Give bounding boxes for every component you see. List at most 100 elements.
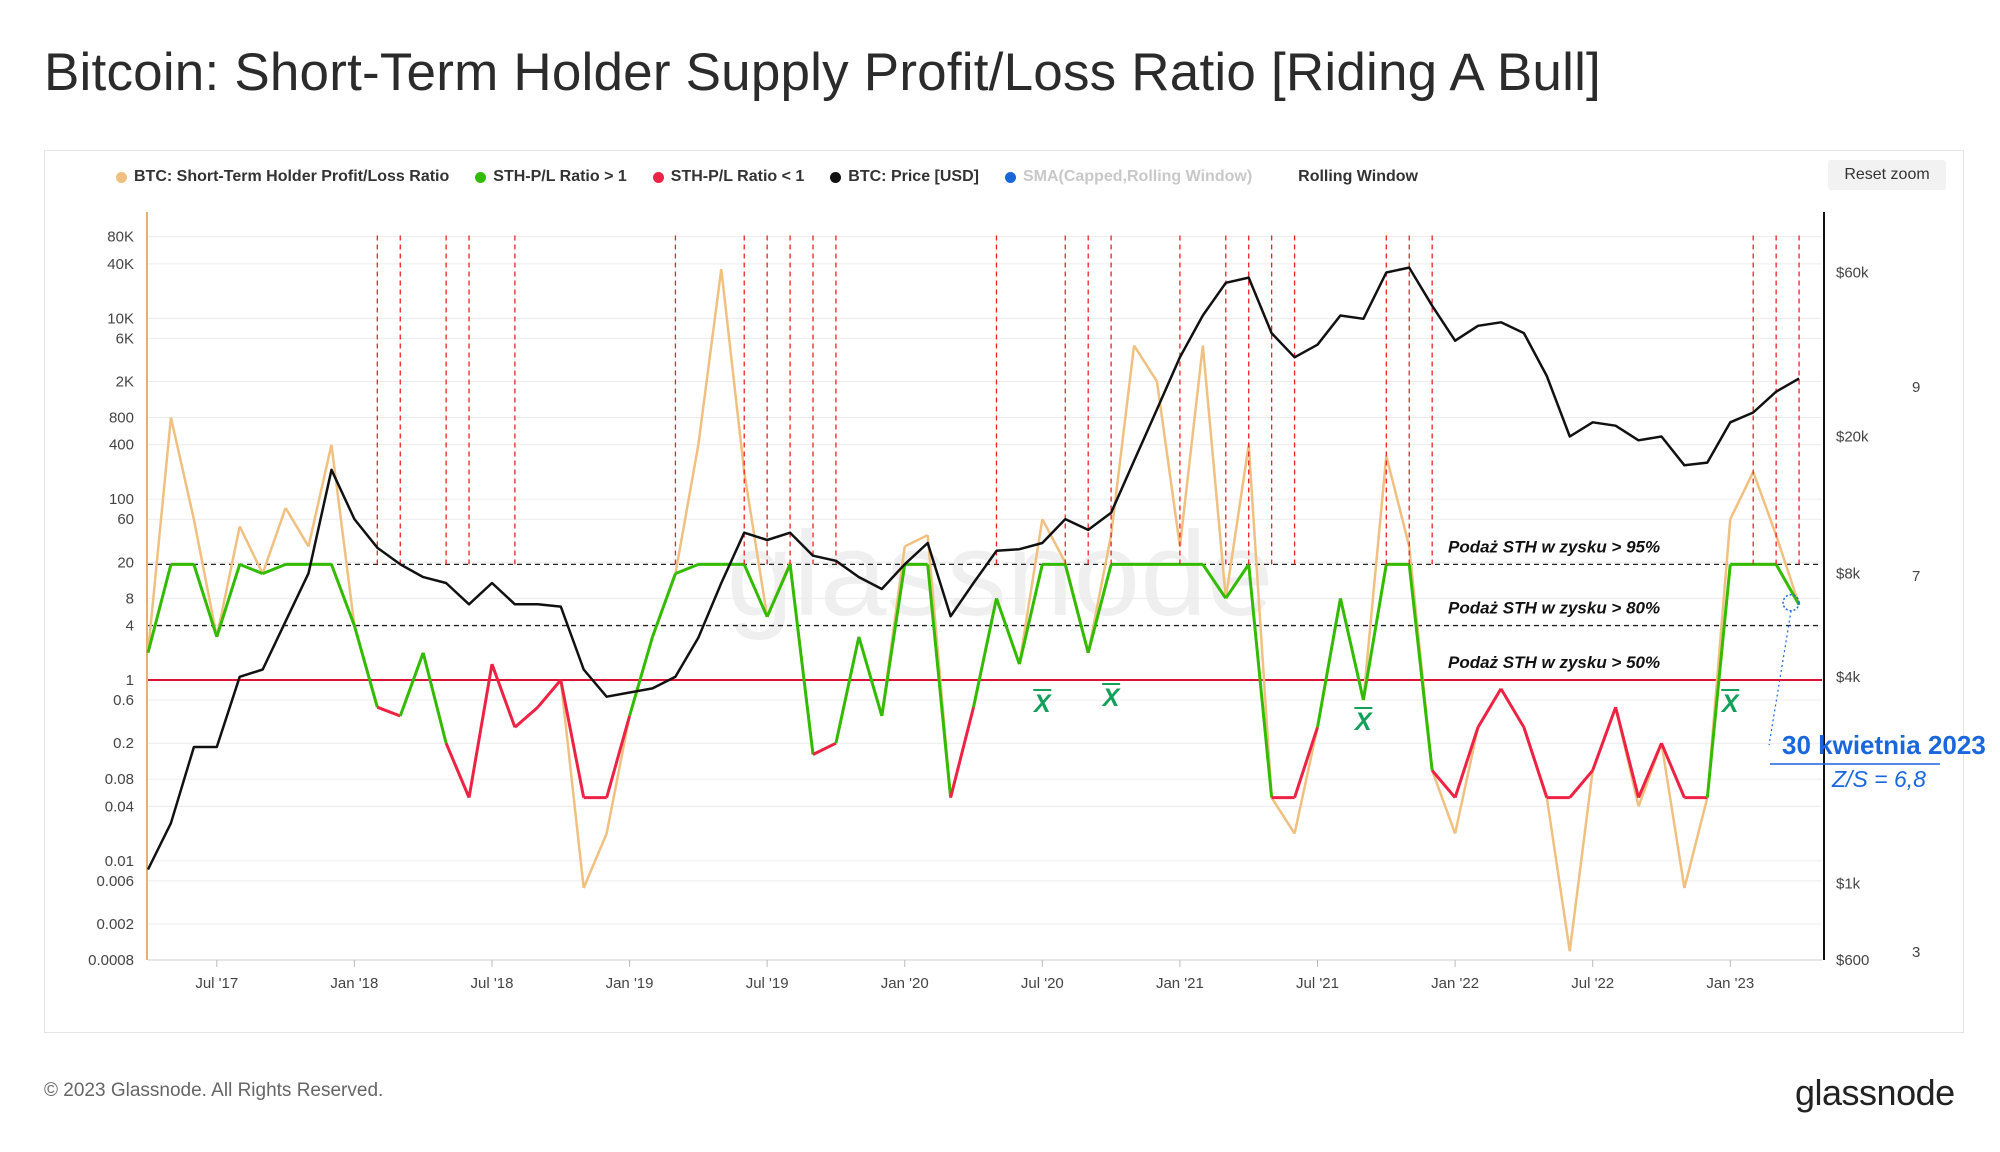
ratio-above-1-segment	[628, 636, 654, 717]
legend-label: BTC: Short-Term Holder Profit/Loss Ratio	[134, 168, 450, 185]
ratio-above-1-segment	[788, 564, 815, 755]
y-left-tick-label: 4	[126, 618, 134, 635]
ratio-raw-segment	[1660, 742, 1686, 889]
legend-label: STH-P/L Ratio < 1	[670, 168, 805, 185]
ratio-above-1-segment	[834, 636, 861, 744]
y-left-tick-label: 80K	[107, 229, 134, 246]
ratio-raw-segment	[307, 444, 333, 547]
ratio-raw-segment	[1247, 444, 1273, 798]
chart-title: Bitcoin: Short-Term Holder Supply Profit…	[44, 43, 1601, 102]
ratio-raw-segment	[1293, 727, 1319, 834]
x-tick-label: Jul '20	[1021, 975, 1064, 992]
x-bar-mark: X	[1032, 690, 1052, 718]
ratio-raw-segment	[1201, 345, 1228, 599]
reset-zoom-button[interactable]: Reset zoom	[1828, 160, 1946, 190]
y-left-tick-label: 800	[109, 410, 134, 427]
x-bar-mark: X	[1353, 708, 1373, 736]
ratio-raw-segment	[284, 507, 310, 548]
ratio-below-1-segment	[1522, 726, 1549, 799]
ratio-below-1-segment	[1431, 769, 1457, 799]
axes: 80K 40K 10K 6K 2K 800 400 100 60 20 8 4 1 0.6 0.2 0.08 0…	[88, 212, 1920, 992]
ratio-above-1-segment	[192, 563, 219, 638]
ratio-below-1-segment	[467, 663, 494, 798]
ratio-above-1-segment	[995, 597, 1021, 665]
legend-item-ratio-above-1[interactable]: STH-P/L Ratio > 1	[475, 168, 627, 186]
ratio-above-1-segment	[421, 652, 448, 744]
ratio-above-1-segment	[262, 562, 287, 576]
y-left-tick-label: 0.006	[96, 873, 134, 890]
ratio-above-1-segment	[1774, 563, 1801, 606]
x-bar-mark: X	[1720, 690, 1740, 718]
ratio-below-1-segment	[605, 715, 632, 799]
ratio-series	[146, 268, 1801, 952]
y-left-tick-label: 60	[117, 511, 134, 528]
ratio-raw-segment	[674, 444, 700, 574]
ratio-above-1-segment	[926, 564, 953, 798]
ratio-above-1-segment	[1316, 598, 1342, 728]
ratio-raw-segment	[1270, 796, 1296, 835]
y-left-tick-label: 2K	[116, 374, 134, 391]
ratio-raw-segment	[261, 507, 287, 575]
legend-label: BTC: Price [USD]	[848, 168, 979, 185]
y-left-tick-label: 8	[126, 590, 134, 607]
ratio-raw-segment	[1224, 444, 1250, 599]
ratio-above-1-segment	[215, 563, 242, 638]
ratio-raw-segment	[1752, 471, 1778, 536]
y-left-tick-label: 0.2	[113, 735, 134, 752]
ratio-raw-segment	[330, 444, 356, 626]
y-left-tick-label: 6K	[116, 330, 134, 347]
ratio-above-1-segment	[1361, 564, 1388, 701]
ratio-above-1-segment	[1086, 563, 1113, 654]
annotation-leader-line	[1768, 610, 1792, 746]
ratio-above-1-segment	[1224, 563, 1250, 600]
ratio-above-1-segment	[352, 625, 379, 708]
x-tick-label: Jan '22	[1431, 975, 1479, 992]
legend: BTC: Short-Term Holder Profit/Loss Ratio…	[116, 168, 1418, 186]
ratio-below-1-segment	[1453, 726, 1480, 799]
legend-marker	[652, 171, 664, 183]
x-tick-label: Jul '21	[1296, 975, 1339, 992]
ratio-raw-segment	[1155, 381, 1182, 547]
threshold-lines: Podaż STH w zysku > 95% Podaż STH w zysku…	[148, 537, 1822, 681]
ratio-raw-segment	[742, 471, 769, 617]
ratio-below-1-segment	[1614, 706, 1641, 798]
x-tick-label: Jul '17	[195, 975, 238, 992]
ratio-raw-segment	[720, 269, 746, 473]
ratio-raw-segment	[238, 525, 264, 575]
annotation-date: 30 kwietnia 2023	[1782, 730, 1986, 760]
ratio-raw-segment	[1385, 455, 1411, 547]
legend-label: SMA(Capped,Rolling Window)	[1022, 168, 1253, 185]
glassnode-logo: glassnode	[1795, 1072, 1955, 1113]
x-tick-label: Jul '19	[746, 975, 789, 992]
legend-item-btc-price[interactable]: BTC: Price [USD]	[830, 168, 979, 186]
y-left-tick-label: 0.04	[105, 798, 134, 815]
ratio-raw-segment	[1133, 344, 1159, 383]
x-tick-label: Jan '23	[1706, 975, 1754, 992]
y-price-tick-label: $600	[1836, 952, 1869, 969]
chart-frame	[44, 150, 1964, 1033]
x-tick-label: Jan '21	[1156, 975, 1204, 992]
legend-item-sth-pl-ratio[interactable]: BTC: Short-Term Holder Profit/Loss Ratio	[116, 168, 449, 186]
legend-item-sma[interactable]: SMA(Capped,Rolling Window)	[1004, 168, 1253, 186]
legend-item-rolling-window[interactable]: Rolling Window	[1298, 168, 1418, 186]
price-series	[146, 266, 1800, 871]
y-price-tick-label: $60k	[1836, 265, 1869, 282]
ratio-below-1-segment	[559, 679, 586, 798]
btc-price-line	[146, 266, 1800, 871]
ratio-above-1-segment	[742, 563, 769, 618]
ratio-raw-segment	[1430, 769, 1457, 835]
ratio-above-1-segment	[857, 636, 884, 717]
x-tick-label: Jan '20	[881, 975, 929, 992]
ratio-above-1-segment	[972, 598, 998, 708]
ratio-below-1-segment	[513, 706, 539, 729]
y-price-tick-label: $20k	[1836, 429, 1869, 446]
y-rolling-tick-label: 9	[1912, 379, 1920, 396]
ratio-above-1-segment	[1338, 598, 1365, 701]
y-rolling-tick-label: 7	[1912, 568, 1920, 585]
ratio-raw-segment	[1041, 518, 1067, 563]
ratio-raw-segment	[1729, 471, 1755, 520]
legend-label: STH-P/L Ratio > 1	[493, 168, 627, 185]
ratio-above-1-segment	[765, 563, 792, 618]
legend-item-ratio-below-1[interactable]: STH-P/L Ratio < 1	[652, 168, 805, 186]
y-left-tick-label: 40K	[107, 256, 134, 273]
